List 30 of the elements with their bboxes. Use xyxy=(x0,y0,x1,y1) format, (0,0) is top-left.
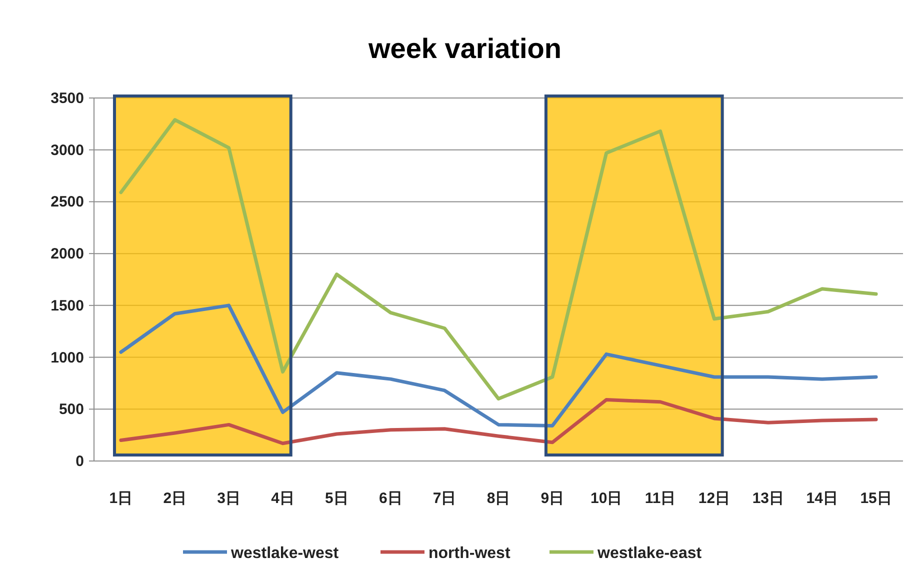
legend-label: westlake-east xyxy=(596,545,702,562)
y-tick-label: 2000 xyxy=(50,246,84,263)
x-tick-label: 9日 xyxy=(540,490,564,507)
y-tick-label: 3500 xyxy=(50,90,84,107)
y-tick-label: 1000 xyxy=(50,349,84,366)
x-tick-label: 1日 xyxy=(109,490,133,507)
x-tick-label: 8日 xyxy=(486,490,510,507)
chart-title: week variation xyxy=(368,33,562,64)
y-tick-label: 500 xyxy=(58,401,84,418)
x-tick-label: 11日 xyxy=(644,490,676,507)
y-tick-label: 2500 xyxy=(50,194,84,211)
x-tick-label: 13日 xyxy=(752,490,784,507)
legend-label: westlake-west xyxy=(230,545,340,562)
x-tick-label: 3日 xyxy=(217,490,241,507)
x-tick-label: 14日 xyxy=(806,490,838,507)
line-series xyxy=(119,398,878,446)
x-tick-label: 2日 xyxy=(163,490,187,507)
x-tick-label: 12日 xyxy=(698,490,730,507)
x-tick-label: 5日 xyxy=(325,490,348,507)
line-series xyxy=(119,304,878,428)
x-tick-label: 10日 xyxy=(590,490,622,507)
y-tick-label: 0 xyxy=(76,453,84,470)
x-tick-label: 7日 xyxy=(432,490,456,507)
line-series xyxy=(119,118,878,401)
x-tick-label: 15日 xyxy=(860,490,892,507)
legend-label: north-west xyxy=(428,545,511,562)
y-tick-label: 3000 xyxy=(50,142,84,159)
y-tick-label: 1500 xyxy=(50,297,84,314)
x-tick-label: 4日 xyxy=(271,490,294,507)
x-tick-label: 6日 xyxy=(378,490,402,507)
